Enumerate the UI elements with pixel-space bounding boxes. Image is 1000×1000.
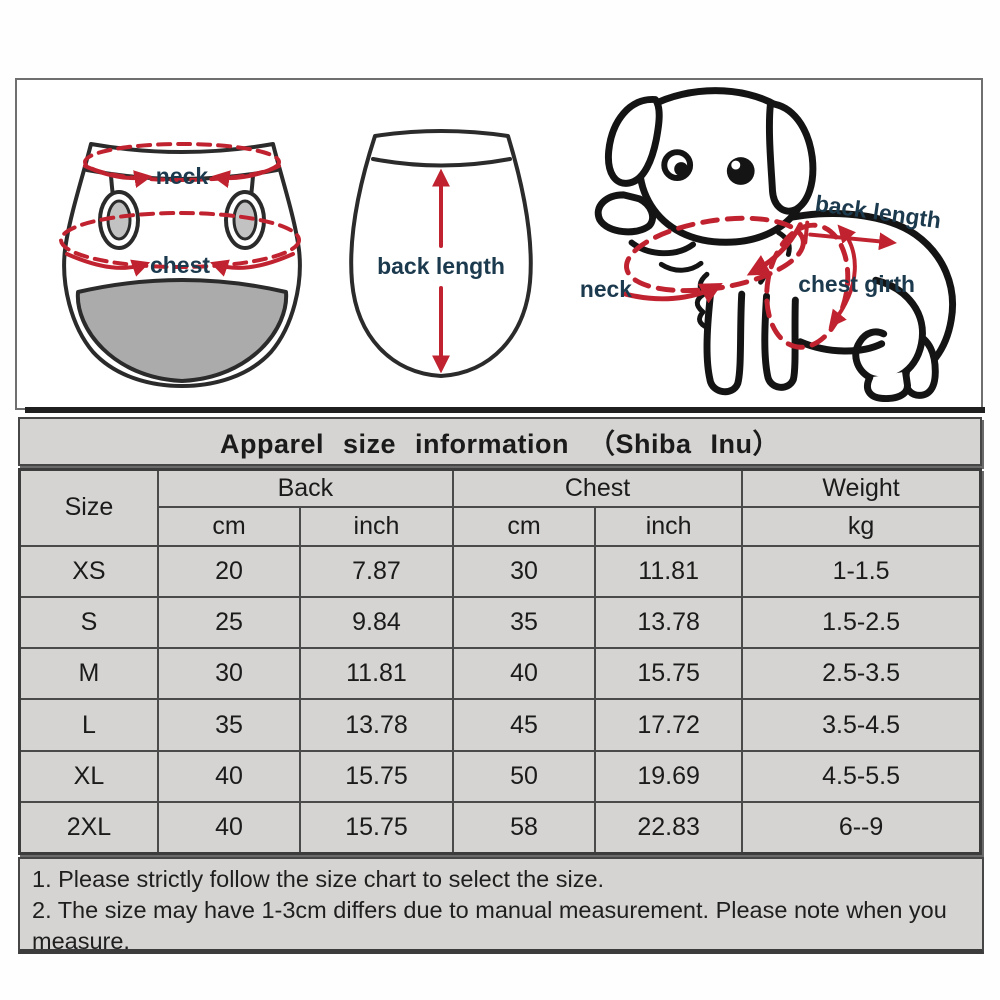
subheader-back-cm: cm: [156, 505, 302, 547]
size-cell: XS: [18, 544, 159, 598]
dog-chest-girth-label: chest girth: [798, 271, 915, 297]
dog-chest-girth-arrow: [828, 224, 857, 329]
size-cell: M: [18, 647, 159, 701]
subheader-back-inch: inch: [299, 505, 454, 547]
measurement-diagrams-panel: neck chest back length: [15, 78, 983, 410]
belly-panel: [75, 278, 289, 383]
back-length-label: back length: [377, 253, 505, 279]
note-1: 1. Please strictly follow the size chart…: [32, 866, 605, 892]
dog-ear-left: [604, 96, 663, 187]
table-row: M 30 11.81 40 15.75 2.5-3.5: [18, 647, 982, 701]
dog-eye-right: [726, 157, 755, 185]
subheader-weight-kg: kg: [741, 505, 982, 547]
size-cell: 2XL: [18, 801, 159, 855]
col-header-size: Size: [18, 468, 159, 547]
size-cell: L: [18, 698, 159, 752]
table-row: L 35 13.78 45 17.72 3.5-4.5: [18, 698, 982, 752]
back-garment-outline: [349, 129, 533, 378]
dog-nose: [594, 191, 656, 236]
table-row: S 25 9.84 35 13.78 1.5-2.5: [18, 595, 982, 650]
divider-rule: [25, 407, 985, 413]
dog-neck-arrow: [623, 283, 723, 304]
dog-ear-right: [765, 100, 817, 215]
front-chest-label: chest: [150, 252, 210, 278]
chest-measure-ellipse: [59, 211, 301, 277]
col-header-chest: Chest: [451, 468, 744, 508]
notes-section: 1. Please strictly follow the size chart…: [18, 857, 984, 954]
front-neck-label: neck: [156, 163, 209, 189]
table-row: XS 20 7.87 30 11.81 1-1.5: [18, 544, 982, 598]
dog-outline: [594, 87, 956, 402]
dog-measure-marks: [623, 215, 897, 350]
note-2: 2. The size may have 1-3cm differs due t…: [32, 897, 947, 954]
size-cell: XL: [18, 749, 159, 804]
subheader-chest-inch: inch: [594, 505, 744, 547]
size-table: Size Back Chest Weight cm inch cm inch k…: [18, 468, 982, 855]
col-header-back: Back: [156, 468, 454, 508]
neck-measure-ellipse: [83, 142, 281, 188]
dog-diagram: neck back length chest girth: [580, 87, 956, 402]
table-title: Apparel size information （Shiba Inu）: [18, 417, 982, 466]
table-row: 2XL 40 15.75 58 22.83 6--9: [18, 801, 982, 855]
table-row: XL 40 15.75 50 19.69 4.5-5.5: [18, 749, 982, 804]
size-cell: S: [18, 595, 159, 650]
front-garment-diagram: neck chest: [59, 142, 302, 388]
subheader-chest-cm: cm: [451, 505, 597, 547]
dog-neck-label: neck: [580, 276, 632, 302]
back-garment-diagram: back length: [349, 129, 533, 378]
col-header-weight: Weight: [741, 468, 982, 508]
